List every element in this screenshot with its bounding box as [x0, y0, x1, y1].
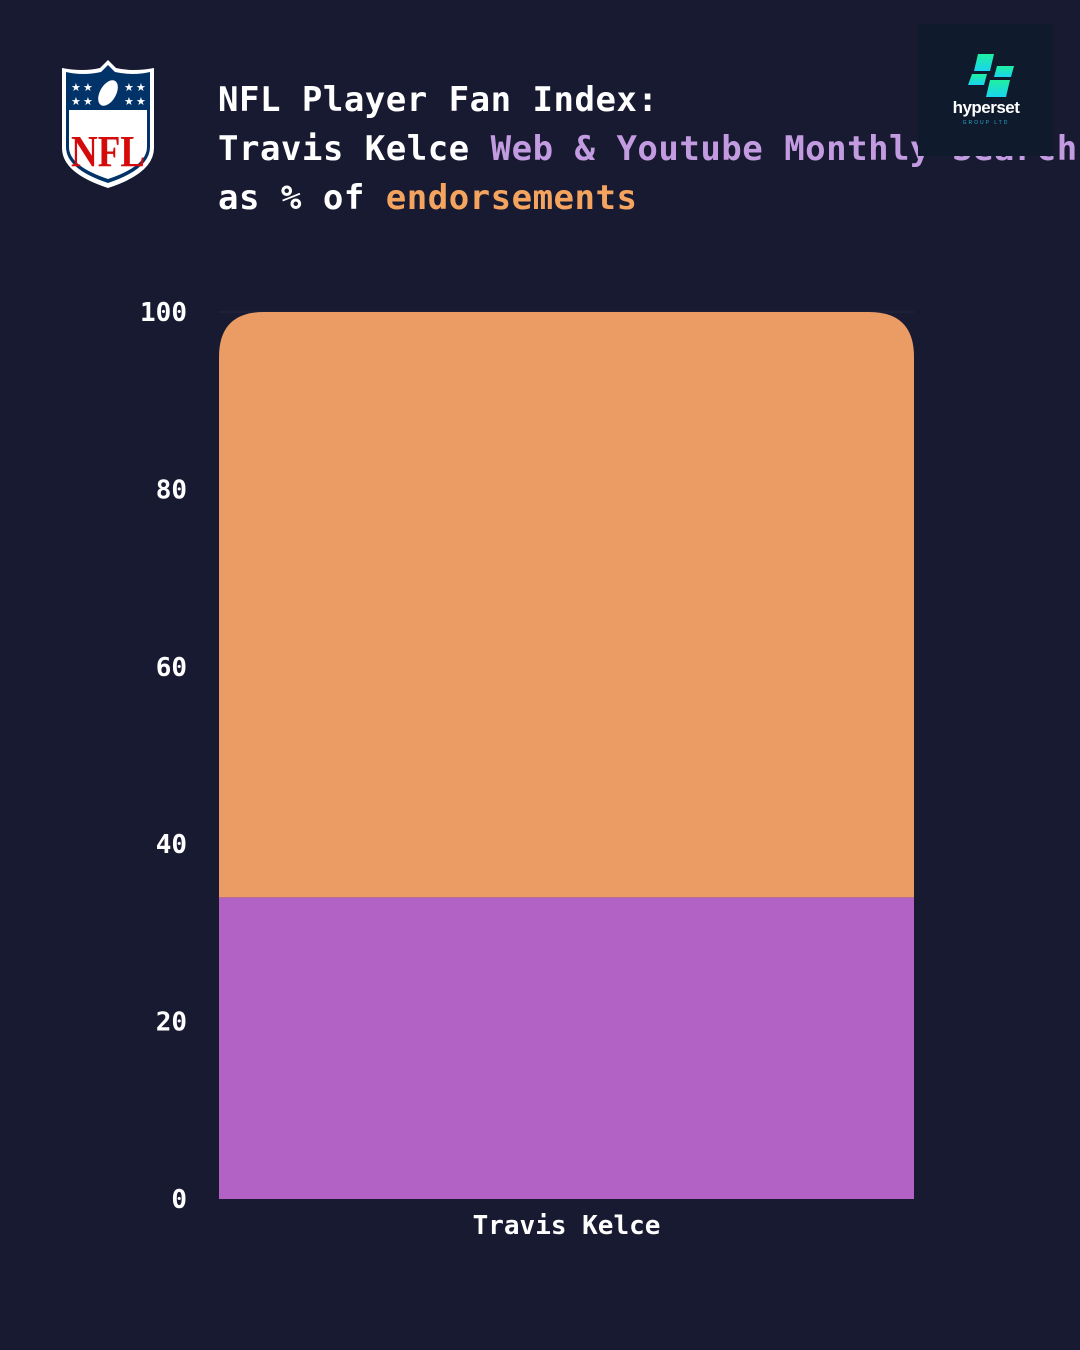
svg-text:★: ★ — [124, 95, 134, 108]
title-line1: NFL Player Fan Index: — [218, 80, 659, 120]
brand-sub: GROUP LTD — [962, 120, 1010, 126]
svg-text:NFL: NFL — [71, 127, 145, 176]
x-tick-label: Travis Kelce — [473, 1211, 661, 1241]
y-tick-label: 0 — [171, 1185, 187, 1215]
bar-segment-0 — [219, 897, 914, 1199]
svg-text:★: ★ — [71, 81, 81, 94]
y-tick-label: 80 — [156, 475, 187, 505]
svg-text:★: ★ — [83, 81, 93, 94]
hyperset-logo: hyperset GROUP LTD — [918, 24, 1054, 156]
svg-text:★: ★ — [136, 95, 146, 108]
title-player: Travis Kelce — [218, 129, 470, 169]
svg-text:★: ★ — [136, 81, 146, 94]
title-mid: as % of — [218, 178, 365, 218]
nfl-logo: NFL ★ ★ ★ ★ ★ ★ ★ ★ — [58, 58, 158, 194]
y-tick-label: 60 — [156, 653, 187, 683]
bar-segment-1 — [219, 312, 914, 898]
title-endorsements: endorsements — [385, 178, 638, 218]
y-tick-label: 40 — [156, 830, 187, 860]
y-tick-label: 100 — [140, 298, 187, 328]
svg-text:★: ★ — [124, 81, 134, 94]
svg-text:★: ★ — [83, 95, 93, 108]
svg-text:★: ★ — [71, 95, 81, 108]
brand-name: hyperset — [952, 98, 1020, 117]
y-tick-label: 20 — [156, 1008, 187, 1038]
chart-title: NFL Player Fan Index: Travis Kelce Web &… — [218, 76, 1080, 223]
